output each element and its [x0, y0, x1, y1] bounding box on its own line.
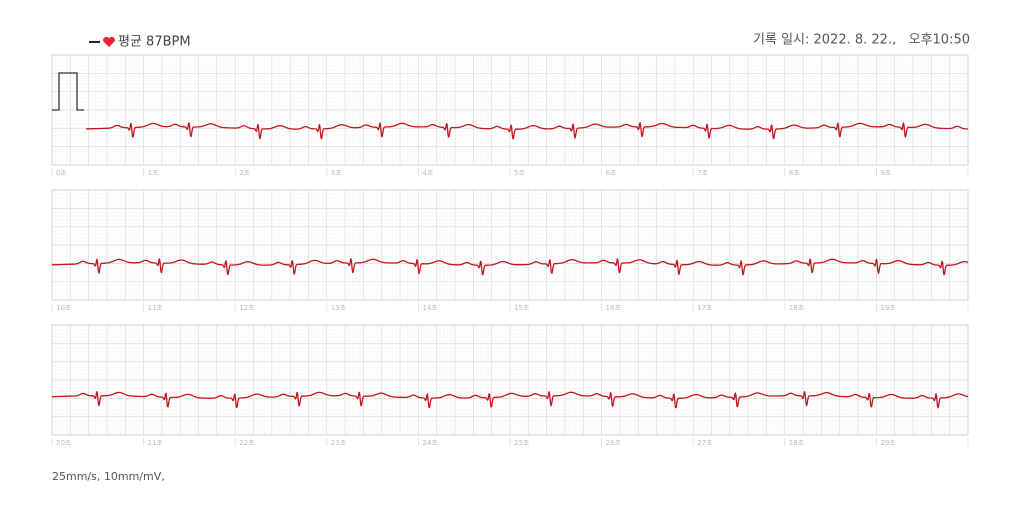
second-label: 2초 — [239, 169, 250, 177]
second-label: 22초 — [239, 439, 255, 447]
second-label: 1초 — [148, 169, 159, 177]
strip-border — [51, 189, 969, 301]
second-label: 21초 — [148, 439, 164, 447]
strip-border — [51, 324, 969, 436]
second-label: 16초 — [606, 304, 622, 312]
second-label: 12초 — [239, 304, 255, 312]
second-label: 23초 — [331, 439, 347, 447]
second-label: 13초 — [331, 304, 347, 312]
second-label: 20초 — [56, 439, 72, 447]
second-label: 19초 — [880, 304, 896, 312]
second-label: 28초 — [789, 439, 805, 447]
ecg-trace — [51, 391, 969, 409]
ecg-trace — [51, 258, 969, 276]
second-label: 26초 — [606, 439, 622, 447]
second-label: 10초 — [56, 304, 72, 312]
second-label: 7초 — [697, 169, 708, 177]
footer-text: 25mm/s, 10mm/mV, — [52, 470, 165, 483]
second-label: 11초 — [148, 304, 164, 312]
second-label: 25초 — [514, 439, 530, 447]
second-label: 3초 — [331, 169, 342, 177]
second-label: 29초 — [880, 439, 896, 447]
heart-icon — [103, 36, 115, 47]
second-label: 4초 — [422, 169, 433, 177]
second-label: 8초 — [789, 169, 800, 177]
second-label: 14초 — [422, 304, 438, 312]
second-label: 27초 — [697, 439, 713, 447]
ecg-trace — [85, 121, 969, 140]
legend-text: 평균 87BPM — [118, 35, 191, 50]
second-label: 0초 — [56, 169, 67, 177]
second-label: 9초 — [880, 169, 891, 177]
second-label: 24초 — [422, 439, 438, 447]
recorded-time: 기록 일시: 2022. 8. 22., 오후10:50 — [753, 33, 970, 48]
second-label: 18초 — [789, 304, 805, 312]
calibration-pulse — [52, 72, 84, 111]
strips: 0초 1초 2초 3초 4초 5초 6초 7초 8초 9초 10초 11초 12초 13초 14초 15초 16… — [51, 54, 969, 447]
second-label: 6초 — [606, 169, 617, 177]
second-label: 17초 — [697, 304, 713, 312]
second-label: 5초 — [514, 169, 525, 177]
second-label: 15초 — [514, 304, 530, 312]
